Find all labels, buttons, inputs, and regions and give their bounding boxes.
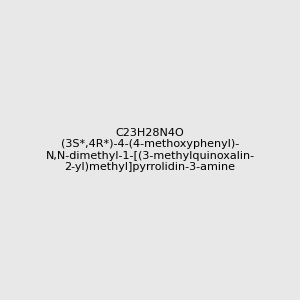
Text: C23H28N4O
(3S*,4R*)-4-(4-methoxyphenyl)-
N,N-dimethyl-1-[(3-methylquinoxalin-
2-: C23H28N4O (3S*,4R*)-4-(4-methoxyphenyl)-…	[45, 128, 255, 172]
